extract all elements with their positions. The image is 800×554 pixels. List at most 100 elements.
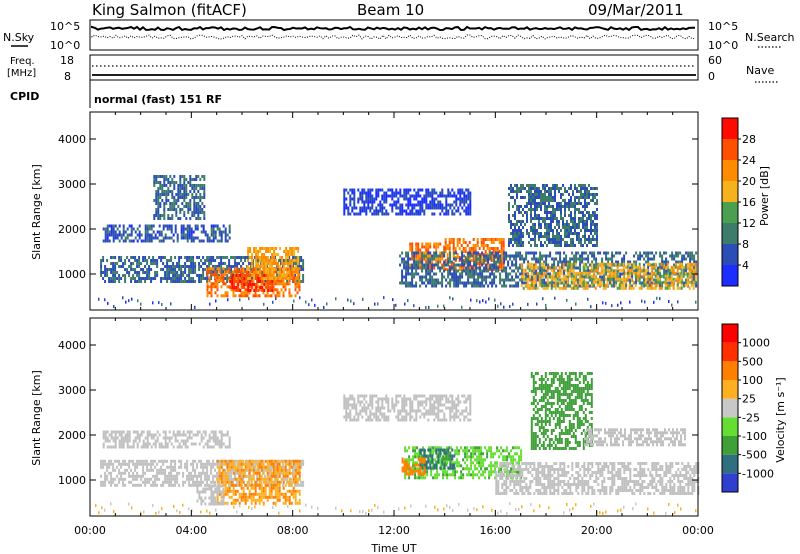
power-cell bbox=[526, 265, 529, 269]
power-cell bbox=[605, 257, 608, 261]
power-cell bbox=[538, 280, 541, 284]
power-cell bbox=[557, 263, 560, 267]
power-cell bbox=[550, 223, 552, 226]
power-cell bbox=[208, 267, 211, 271]
power-cell bbox=[155, 211, 158, 214]
velocity-cell bbox=[216, 462, 219, 466]
power-cell bbox=[255, 283, 258, 286]
velocity-cell bbox=[206, 480, 209, 484]
power-cell bbox=[242, 294, 245, 298]
power-cell bbox=[229, 280, 232, 283]
power-cell bbox=[274, 282, 277, 286]
power-cell bbox=[591, 251, 594, 255]
power-cell bbox=[417, 194, 420, 198]
power-cell bbox=[628, 283, 631, 287]
power-cell bbox=[453, 194, 456, 198]
power-cell bbox=[559, 254, 562, 258]
power-cell bbox=[429, 251, 432, 255]
power-cell bbox=[544, 232, 546, 235]
power-cell bbox=[263, 277, 266, 280]
power-cell bbox=[590, 217, 592, 220]
power-cell bbox=[429, 200, 432, 204]
power-cell bbox=[132, 256, 135, 259]
power-cell bbox=[247, 268, 250, 271]
power-cell bbox=[548, 274, 551, 278]
velocity-cell bbox=[150, 483, 153, 487]
power-cell bbox=[584, 199, 586, 202]
power-cell bbox=[604, 277, 607, 281]
power-cell bbox=[644, 268, 647, 272]
power-cell bbox=[142, 277, 145, 280]
power-cell bbox=[417, 245, 420, 249]
power-cell bbox=[643, 257, 646, 261]
power-cell bbox=[554, 277, 557, 281]
velocity-cell bbox=[160, 465, 163, 469]
power-cell bbox=[433, 251, 436, 255]
power-cell bbox=[630, 277, 633, 281]
power-cell bbox=[206, 256, 209, 259]
power-cell bbox=[679, 260, 682, 264]
power-cell bbox=[302, 262, 305, 265]
power-cell bbox=[162, 256, 165, 259]
power-cell bbox=[423, 257, 426, 261]
power-cell bbox=[259, 256, 262, 259]
power-cell bbox=[531, 251, 534, 255]
power-cell bbox=[171, 190, 174, 193]
power-cell bbox=[634, 262, 637, 266]
power-cell bbox=[453, 212, 456, 216]
power-cell bbox=[409, 284, 412, 288]
power-cell bbox=[263, 262, 266, 265]
power-cell bbox=[136, 280, 139, 283]
power-cell bbox=[680, 265, 683, 269]
power-cell bbox=[542, 193, 544, 196]
power-cell bbox=[552, 235, 554, 238]
power-cell bbox=[554, 296, 556, 300]
power-cell bbox=[283, 265, 286, 268]
velocity-cell bbox=[202, 471, 205, 475]
power-cell bbox=[544, 220, 546, 223]
power-cell bbox=[272, 288, 275, 292]
power-cell bbox=[106, 233, 109, 237]
power-cell bbox=[128, 265, 131, 268]
power-cell bbox=[518, 226, 520, 229]
power-cell bbox=[463, 200, 466, 204]
power-cell bbox=[558, 202, 560, 205]
power-cell bbox=[180, 274, 183, 277]
power-cell bbox=[258, 294, 261, 298]
power-cell bbox=[609, 266, 612, 270]
power-cell bbox=[572, 190, 574, 193]
velocity-cell bbox=[122, 471, 125, 475]
power-cell bbox=[545, 303, 547, 307]
power-cell bbox=[188, 277, 191, 280]
power-cell bbox=[516, 187, 518, 190]
power-cell bbox=[407, 254, 410, 258]
power-cell bbox=[520, 229, 522, 232]
power-cell bbox=[491, 281, 494, 285]
power-cell bbox=[253, 289, 256, 292]
power-cell bbox=[489, 281, 492, 285]
power-cell bbox=[532, 199, 534, 202]
power-cell bbox=[556, 238, 558, 241]
power-cell bbox=[188, 256, 191, 259]
velocity-cell bbox=[186, 462, 189, 466]
power-cell bbox=[263, 268, 266, 271]
power-cell bbox=[507, 254, 510, 258]
power-cell bbox=[477, 272, 480, 276]
power-cell bbox=[535, 251, 538, 255]
power-cell bbox=[168, 265, 171, 268]
power-cell bbox=[522, 184, 524, 187]
power-cell bbox=[415, 212, 418, 216]
power-cell bbox=[134, 230, 137, 234]
power-cell bbox=[351, 188, 354, 192]
velocity-cell bbox=[118, 462, 121, 466]
power-cell bbox=[599, 275, 602, 279]
velocity-cell bbox=[132, 471, 135, 475]
power-cell bbox=[613, 278, 616, 282]
power-cell bbox=[180, 271, 183, 274]
power-cell bbox=[387, 188, 390, 192]
power-cell bbox=[153, 184, 156, 187]
power-cell bbox=[659, 275, 662, 279]
power-cell bbox=[136, 239, 139, 243]
power-cell bbox=[570, 238, 572, 241]
power-cell bbox=[534, 262, 537, 266]
